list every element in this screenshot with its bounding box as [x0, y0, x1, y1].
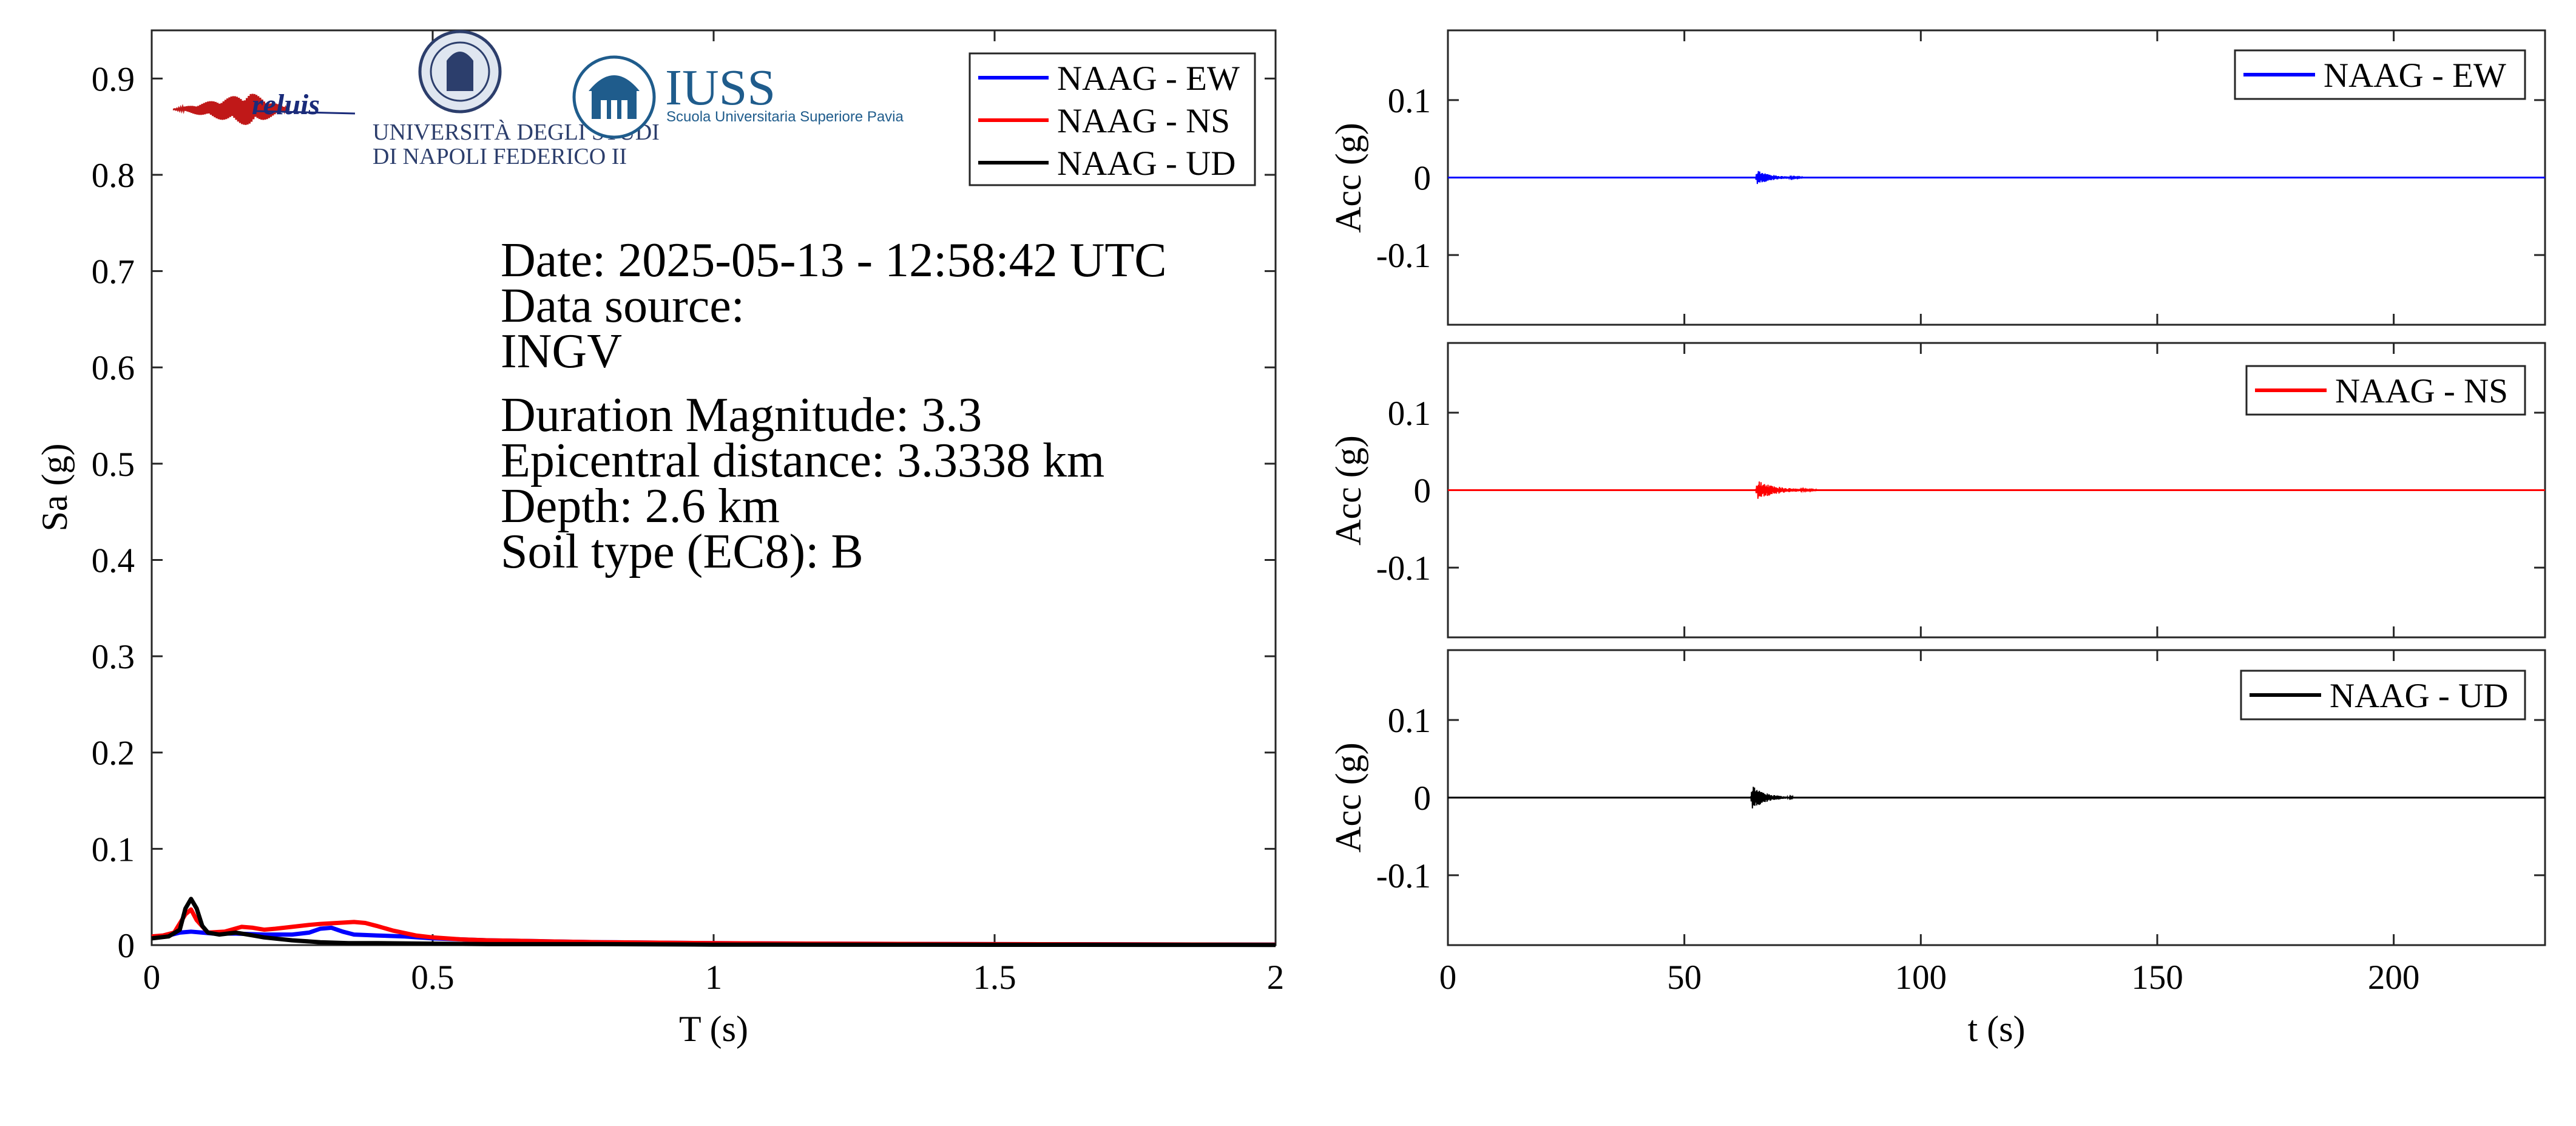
spectrum-ytick-label: 0: [118, 927, 135, 965]
spectrum-xtick-label: 1.5: [973, 958, 1016, 997]
reluis-logo-text: reluis: [252, 89, 320, 121]
info-date: Date: 2025-05-13 - 12:58:42 UTC: [501, 234, 1167, 287]
acc-panel-ew: -0.1 0 0.1 NAAG - EW Acc (g): [1328, 29, 2546, 326]
acc-ns-ylabel: Acc (g): [1328, 435, 1368, 546]
spectrum-ytick-label: 0.8: [92, 157, 135, 195]
info-distance: Epicentral distance: 3.3338 km: [501, 434, 1104, 487]
spectrum-line-ud: [151, 897, 1276, 948]
info-depth: Depth: 2.6 km: [501, 480, 780, 533]
acc-ud-ylabel: Acc (g): [1328, 742, 1368, 853]
info-source-value: INGV: [501, 325, 622, 378]
spectrum-ytick-label: 0.4: [92, 541, 135, 580]
event-info: Date: 2025-05-13 - 12:58:42 UTC Data sou…: [501, 234, 1167, 578]
legend-ew: NAAG - EW: [1057, 59, 1240, 98]
spectrum-ytick-label: 0.2: [92, 734, 135, 773]
acc-panel-ns: -0.1 0 0.1 NAAG - NS Acc (g): [1328, 342, 2546, 639]
spectrum-xtick-label: 1: [705, 958, 723, 997]
acc-ud-legend-box: [2240, 670, 2526, 721]
acc-ew-ylabel: Acc (g): [1328, 123, 1368, 233]
info-source-label: Data source:: [501, 279, 745, 333]
spectrum-ytick-label: 0.5: [92, 446, 135, 484]
acc-xtick-label: 50: [1667, 958, 1702, 997]
spectrum-ytick-label: 0.6: [92, 349, 135, 387]
spectrum-ytick-label: 0.9: [92, 60, 135, 98]
spectrum-series: [151, 897, 1276, 948]
spectrum-legend: NAAG - EW NAAG - NS NAAG - UD: [969, 52, 1256, 186]
spectrum-ytick-label: 0.1: [92, 830, 135, 869]
spectrum-xtick-label: 0: [143, 958, 161, 997]
unina-logo-line2: DI NAPOLI FEDERICO II: [373, 144, 627, 169]
acc-ns-ticks: -0.1 0 0.1: [1376, 343, 2545, 637]
spectrum-xtick-label: 0.5: [411, 958, 454, 997]
acc-ud-legend-label: NAAG - UD: [2330, 677, 2508, 715]
spectrum-line-ns: [151, 907, 1276, 947]
acc-ytick-label: -0.1: [1376, 549, 1431, 588]
acc-ns-legend-label: NAAG - NS: [2335, 372, 2508, 410]
spectrum-xtick-label: 2: [1267, 958, 1285, 997]
acc-xlabel: t (s): [1968, 1009, 2026, 1049]
acc-ytick-label: 0.1: [1388, 82, 1431, 120]
acc-xtick-label: 150: [2131, 958, 2183, 997]
legend-ud: NAAG - UD: [1057, 144, 1236, 183]
acc-xtick-label: 200: [2368, 958, 2420, 997]
spectrum-ticks: 0 0.5 1 1.5 2 0 0.1 0.2 0.3 0.4 0.5 0.6 0.7 0.8 0.9: [92, 30, 1285, 997]
acc-ytick-label: 0.1: [1388, 702, 1431, 740]
seismogram-logo-icon: [172, 93, 290, 125]
acc-ew-ticks: -0.1 0 0.1: [1376, 30, 2545, 325]
acc-ytick-label: -0.1: [1376, 857, 1431, 895]
unina-logo: UNIVERSITÀ DEGLI STUDI DI NAPOLI FEDERIC…: [373, 30, 660, 169]
acc-ytick-label: 0: [1414, 160, 1432, 198]
acc-ew-legend-label: NAAG - EW: [2324, 56, 2506, 95]
iuss-logo-subtitle: Scuola Universitaria Superiore Pavia: [666, 109, 904, 125]
acc-ns-trace: [1754, 481, 1817, 499]
acc-xtick-label: 100: [1895, 958, 1947, 997]
legend-ns: NAAG - NS: [1057, 102, 1230, 140]
acc-ud-trace: [1749, 787, 1794, 809]
iuss-logo-title: IUSS: [665, 59, 776, 116]
acc-ytick-label: 0: [1414, 779, 1432, 818]
info-soil: Soil type (EC8): B: [501, 525, 864, 578]
acc-ytick-label: 0.1: [1388, 395, 1431, 433]
acc-panel-ud: -0.1 0 0.1 0 50 100 150 200 NAAG - UD Acc (g) t…: [1328, 649, 2546, 1049]
acc-xtick-label: 0: [1439, 958, 1457, 997]
spectrum-ytick-label: 0.3: [92, 638, 135, 676]
acc-ew-trace: [1754, 171, 1804, 185]
acc-ytick-label: 0: [1414, 472, 1432, 510]
acc-ud-ticks: -0.1 0 0.1 0 50 100 150 200: [1376, 650, 2545, 997]
spectrum-ytick-label: 0.7: [92, 253, 135, 291]
reluis-logo: reluis: [172, 89, 356, 125]
spectrum-plot: 0 0.5 1 1.5 2 0 0.1 0.2 0.3 0.4 0.5 0.6 0.7 0.8 0.9 re…: [35, 29, 1285, 1049]
info-magnitude: Duration Magnitude: 3.3: [501, 388, 982, 442]
spectrum-ylabel: Sa (g): [35, 444, 75, 532]
spectrum-xlabel: T (s): [679, 1009, 748, 1049]
acc-ytick-label: -0.1: [1376, 237, 1431, 275]
iuss-logo: IUSS Scuola Universitaria Superiore Pavi…: [572, 55, 904, 139]
